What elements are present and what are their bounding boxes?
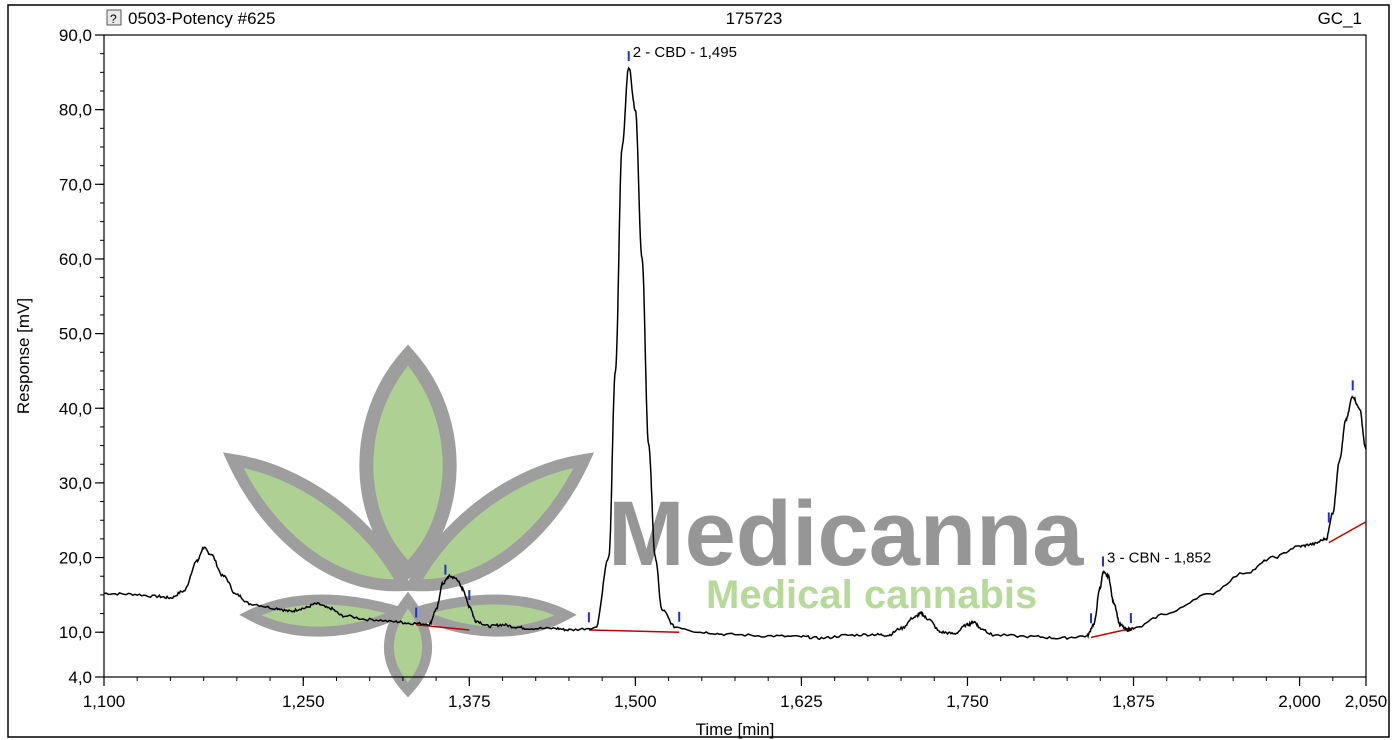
- header-run-id: 175723: [726, 9, 783, 28]
- baseline-segment: [588, 629, 680, 633]
- x-tick-label: 1,625: [780, 692, 823, 711]
- x-tick-label: 2,050: [1345, 692, 1388, 711]
- svg-text:?: ?: [110, 12, 117, 26]
- baseline-segment: [1090, 627, 1132, 639]
- y-tick-label: 90,0: [59, 26, 92, 45]
- x-tick-label: 1,500: [614, 692, 657, 711]
- y-tick-label: 80,0: [59, 101, 92, 120]
- y-tick-label: 50,0: [59, 325, 92, 344]
- x-axis-label: Time [min]: [696, 720, 775, 739]
- header-icon: ?: [106, 9, 122, 26]
- annotations: 2 - CBD - 1,495 3 - CBN - 1,852: [633, 44, 1211, 566]
- y-tick-label: 30,0: [59, 474, 92, 493]
- header-title: 0503-Potency #625: [128, 9, 275, 28]
- watermark-brand: Medicanna: [608, 483, 1084, 585]
- chart-border: [7, 4, 1390, 738]
- y-tick-label: 10,0: [59, 623, 92, 642]
- peak-marks: [415, 51, 1354, 624]
- header-instrument: GC_1: [1318, 9, 1362, 28]
- watermark-logo: Medicanna Medical cannabis: [222, 344, 1084, 698]
- watermark-tagline: Medical cannabis: [706, 573, 1037, 617]
- peak-annotation: 2 - CBD - 1,495: [633, 44, 737, 61]
- y-axis-label: Response [mV]: [14, 298, 33, 414]
- peak-annotation: 3 - CBN - 1,852: [1107, 549, 1211, 566]
- y-tick-label: 60,0: [59, 250, 92, 269]
- y-tick-label: 4,0: [68, 668, 92, 687]
- x-tick-label: 1,375: [448, 692, 491, 711]
- baseline-segment: [416, 623, 470, 631]
- axes: 1,100 1,250 1,375 1,500 1,625 1,750 1,875 2,000…: [59, 26, 1387, 711]
- signal-trace: [103, 66, 1367, 641]
- x-tick-label: 1,100: [83, 692, 126, 711]
- cannabis-leaf-icon: [222, 344, 595, 698]
- y-tick-label: 40,0: [59, 399, 92, 418]
- x-tick-label: 1,750: [946, 692, 989, 711]
- y-tick-label: 70,0: [59, 175, 92, 194]
- baselines: [416, 521, 1367, 639]
- x-tick-label: 2,000: [1278, 692, 1321, 711]
- trace: [103, 66, 1367, 641]
- x-tick-label: 1,875: [1112, 692, 1155, 711]
- y-tick-label: 20,0: [59, 549, 92, 568]
- baseline-segment: [1328, 521, 1367, 544]
- x-tick-label: 1,250: [282, 692, 325, 711]
